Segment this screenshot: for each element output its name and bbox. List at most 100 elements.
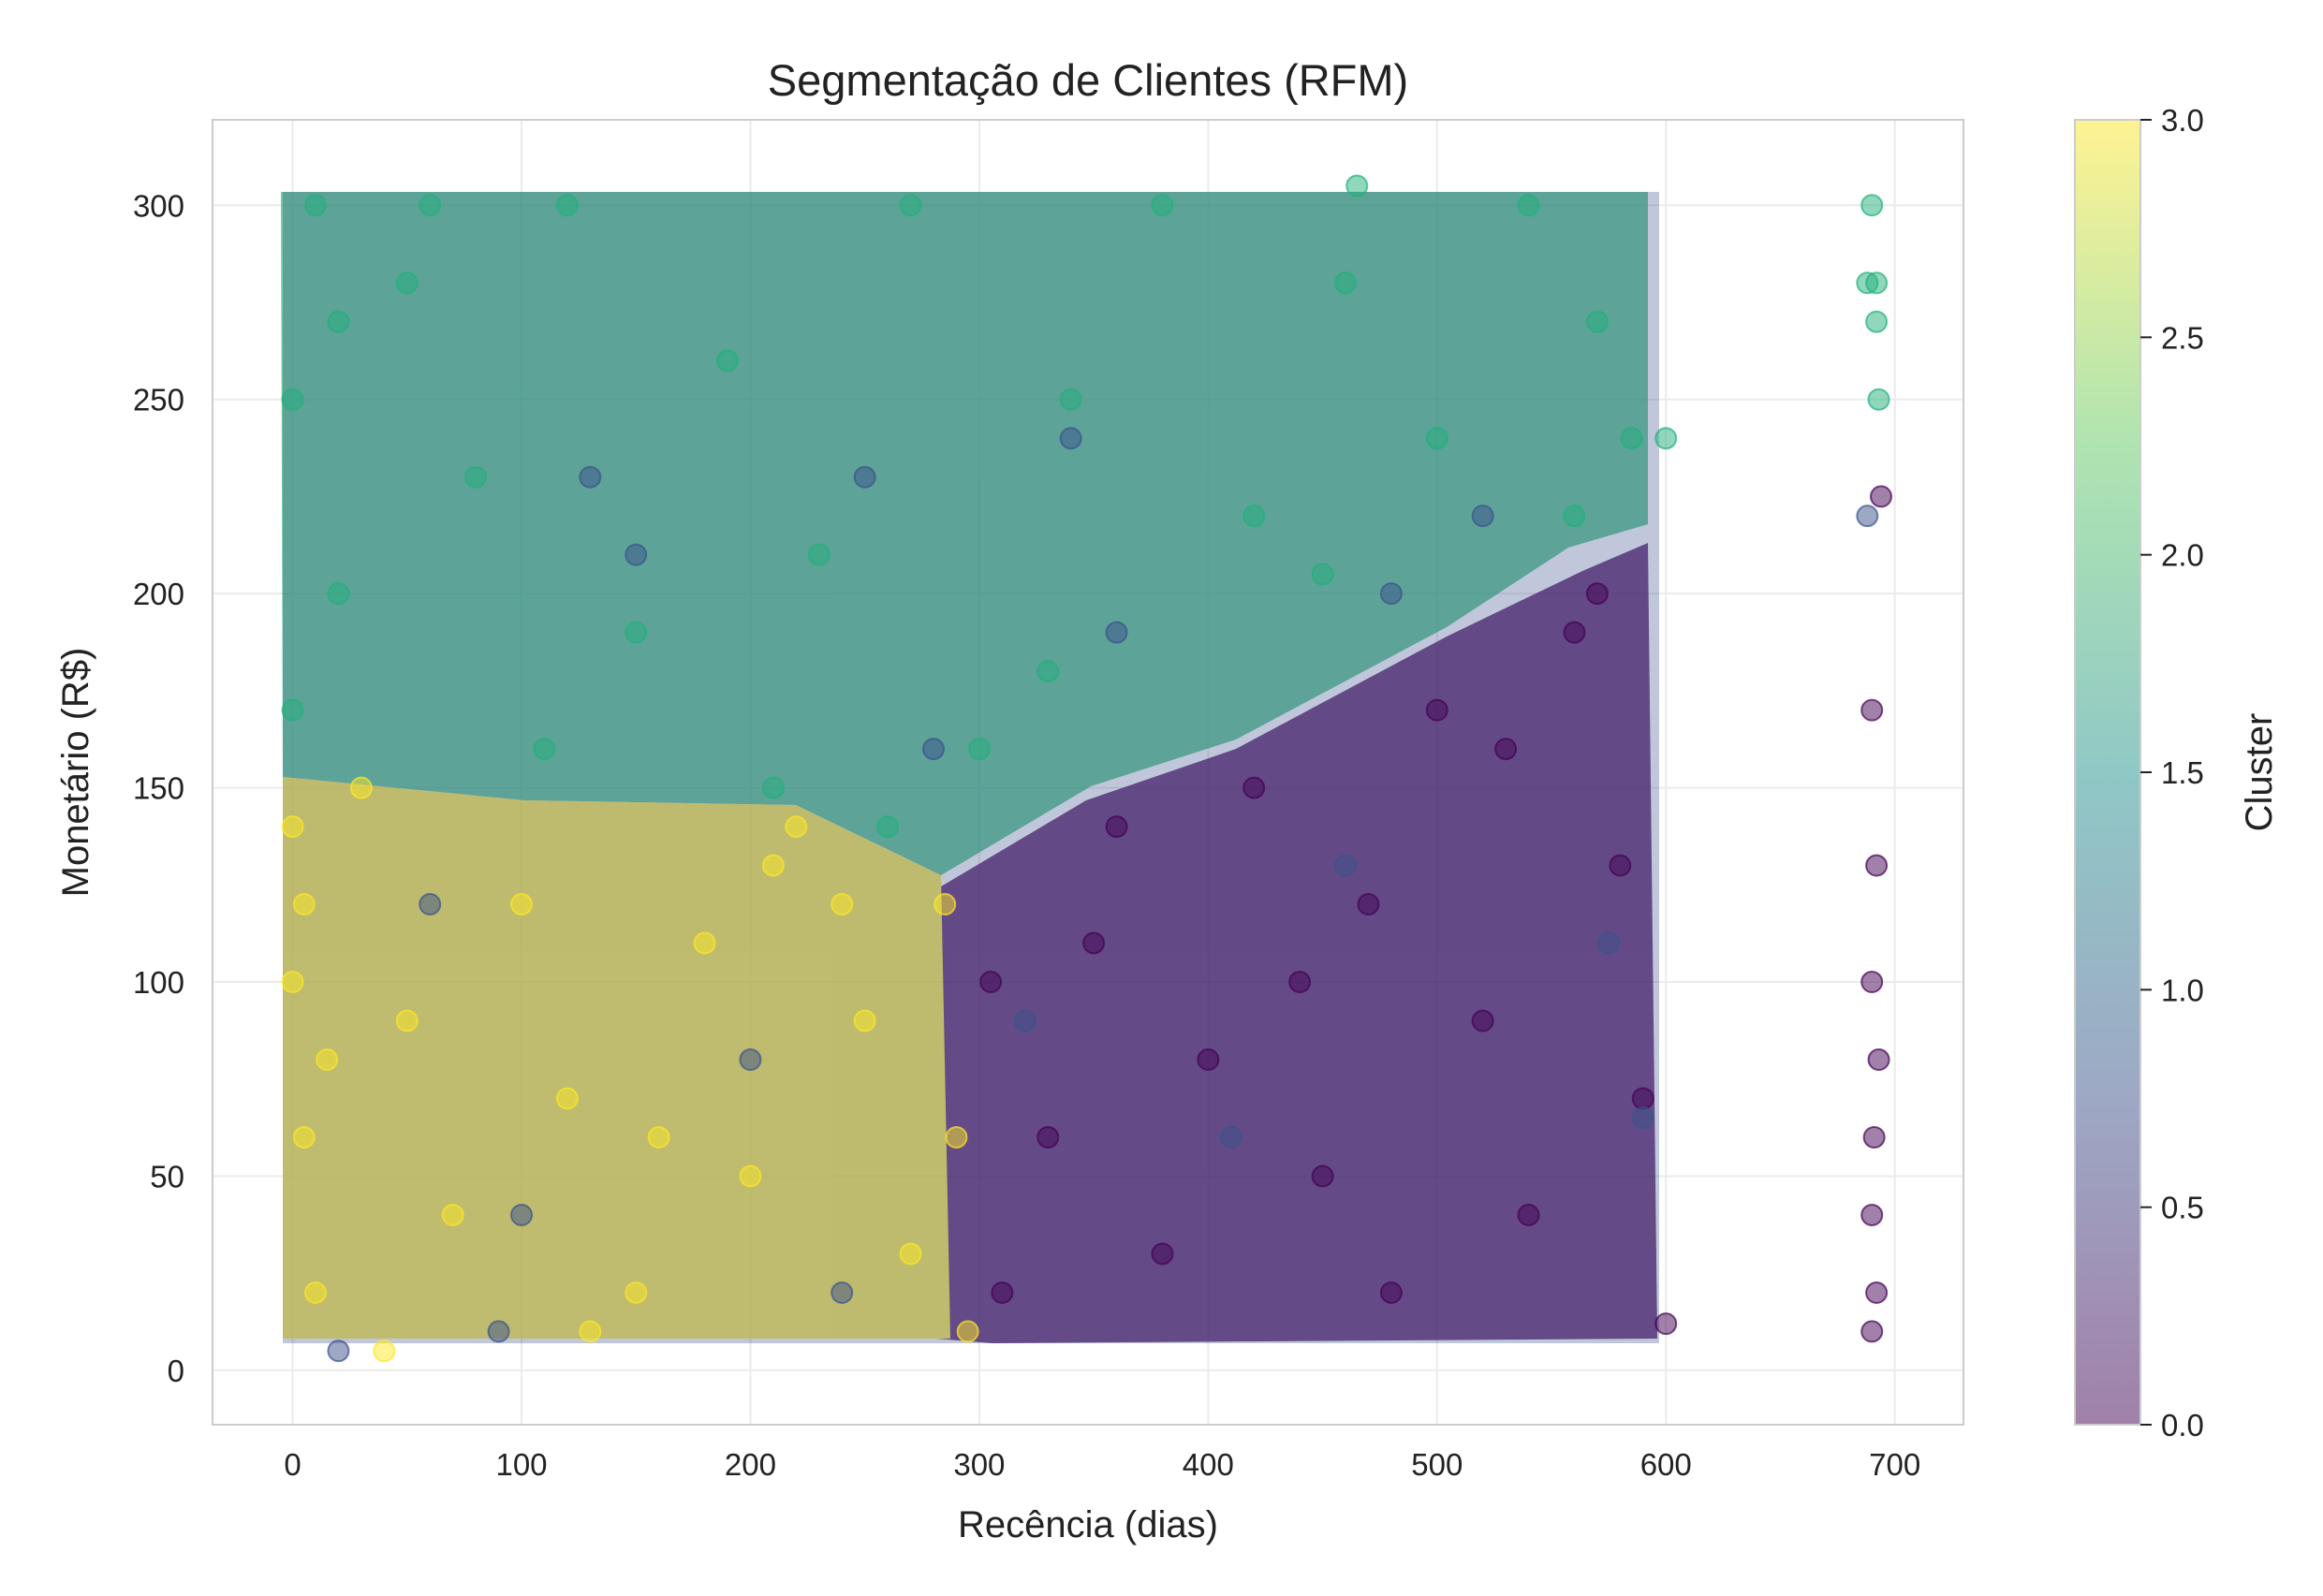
scatter-point-cluster-2 (1517, 194, 1540, 217)
scatter-point-cluster-3 (395, 1009, 419, 1032)
scatter-point-cluster-0 (1563, 621, 1586, 644)
x-tick-label: 0 (284, 1447, 301, 1482)
scatter-point-cluster-1 (922, 738, 945, 761)
y-tick-label: 100 (133, 965, 184, 1000)
scatter-point-cluster-2 (327, 582, 350, 606)
scatter-point-cluster-0 (1242, 776, 1266, 799)
scatter-point-cluster-1 (1334, 854, 1357, 877)
scatter-point-cluster-2 (1334, 271, 1357, 295)
scatter-point-cluster-3 (304, 1281, 327, 1304)
scatter-point-cluster-3 (292, 1125, 316, 1149)
colorbar-tick-label: 1.0 (2161, 973, 2204, 1007)
scatter-point-cluster-0 (1151, 1242, 1174, 1266)
scatter-point-cluster-3 (579, 1320, 602, 1343)
scatter-point-cluster-3 (693, 931, 716, 955)
scatter-point-cluster-0 (1654, 1312, 1678, 1336)
cluster-region-3 (283, 777, 950, 1339)
scatter-point-cluster-0 (979, 971, 1003, 994)
scatter-point-cluster-2 (876, 815, 900, 839)
scatter-point-cluster-1 (1105, 621, 1128, 644)
scatter-point-cluster-1 (1013, 1009, 1037, 1032)
scatter-point-cluster-2 (1425, 427, 1448, 450)
scatter-point-cluster-2 (1563, 505, 1586, 528)
scatter-point-cluster-2 (1585, 310, 1609, 333)
scatter-point-cluster-2 (1311, 563, 1334, 586)
scatter-point-cluster-2 (555, 194, 579, 217)
colorbar-tick-label: 3.0 (2161, 103, 2204, 138)
scatter-point-cluster-1 (739, 1048, 762, 1072)
x-axis-label: Recência (dias) (958, 1504, 1218, 1545)
scatter-point-cluster-3 (899, 1242, 922, 1266)
x-tick-label: 400 (1183, 1447, 1234, 1482)
y-axis-ticks: 0 50 100 150 200 250 300 (133, 188, 184, 1388)
scatter-point-cluster-2 (395, 271, 419, 295)
x-tick-label: 300 (953, 1447, 1005, 1482)
scatter-point-cluster-3 (292, 893, 316, 916)
scatter-point-cluster-2 (304, 194, 327, 217)
scatter-point-cluster-1 (831, 1281, 854, 1304)
scatter-point-cluster-3 (281, 815, 304, 839)
scatter-point-cluster-3 (956, 1320, 979, 1343)
plot-frame (212, 119, 1964, 1426)
scatter-point-cluster-0 (1425, 698, 1448, 722)
scatter-point-cluster-3 (316, 1048, 339, 1072)
scatter-point-cluster-0 (1865, 1281, 1889, 1304)
x-tick-label: 600 (1640, 1447, 1692, 1482)
scatter-point-cluster-0 (1870, 485, 1892, 508)
scatter-point-cluster-3 (647, 1125, 670, 1149)
scatter-point-cluster-0 (1082, 931, 1106, 955)
scatter-point-cluster-0 (1494, 738, 1518, 761)
scatter-point-cluster-1 (1219, 1125, 1242, 1149)
colorbar-tick-label: 0.0 (2161, 1408, 2204, 1442)
scatter-point-cluster-2 (1856, 271, 1879, 295)
scatter-point-cluster-2 (1654, 427, 1678, 450)
scatter-point-cluster-1 (327, 1340, 350, 1363)
scatter-point-cluster-3 (853, 1009, 876, 1032)
scatter-point-cluster-1 (1856, 505, 1879, 528)
colorbar-ticks: 0.0 0.5 1.0 1.5 2.0 2.5 3.0 (2140, 103, 2204, 1442)
scatter-point-cluster-0 (1197, 1048, 1220, 1072)
scatter-point-cluster-3 (761, 854, 785, 877)
colorbar-tick-label: 1.5 (2161, 755, 2204, 790)
scatter-point-cluster-3 (441, 1203, 464, 1226)
scatter-point-cluster-0 (1860, 1203, 1884, 1226)
colorbar-tick-label: 2.5 (2161, 320, 2204, 355)
scatter-point-cluster-0 (1311, 1164, 1334, 1188)
scatter-point-cluster-2 (967, 738, 991, 761)
scatter-point-cluster-2 (1620, 427, 1643, 450)
scatter-point-cluster-2 (1151, 194, 1174, 217)
scatter-point-cluster-2 (1860, 194, 1884, 217)
scatter-point-cluster-2 (1867, 388, 1890, 411)
scatter-point-cluster-2 (1865, 310, 1889, 333)
x-tick-label: 200 (725, 1447, 776, 1482)
scatter-point-cluster-2 (1059, 388, 1082, 411)
colorbar-tick-label: 2.0 (2161, 538, 2204, 573)
scatter-point-cluster-0 (1037, 1125, 1060, 1149)
scatter-point-cluster-1 (1597, 931, 1621, 955)
y-axis-label: Monetário (R$) (55, 648, 96, 898)
scatter-point-cluster-0 (1631, 1087, 1654, 1110)
scatter-point-cluster-1 (1631, 1106, 1654, 1130)
scatter-point-cluster-1 (1379, 582, 1403, 606)
cluster-region-1-tint (283, 192, 1659, 1343)
chart-title: Segmentação de Clientes (RFM) (768, 55, 1408, 105)
scatter-point-cluster-2 (281, 698, 304, 722)
colorbar-tick-label: 0.5 (2161, 1191, 2204, 1225)
scatter-points (281, 174, 1892, 1363)
scatter-point-cluster-2 (625, 621, 648, 644)
cluster-region-0 (936, 543, 1657, 1343)
scatter-point-cluster-0 (1379, 1281, 1403, 1304)
scatter-point-cluster-0 (1860, 971, 1884, 994)
scatter-point-cluster-3 (739, 1164, 762, 1188)
scatter-point-cluster-3 (934, 893, 957, 916)
scatter-point-cluster-2 (419, 194, 442, 217)
scatter-point-cluster-0 (1357, 893, 1380, 916)
colorbar-label: Cluster (2239, 713, 2280, 832)
scatter-point-cluster-1 (1471, 505, 1494, 528)
scatter-point-cluster-3 (373, 1340, 396, 1363)
scatter-point-cluster-3 (945, 1125, 968, 1149)
scatter-point-cluster-2 (1345, 174, 1369, 198)
x-tick-label: 100 (495, 1447, 547, 1482)
scatter-point-cluster-0 (1609, 854, 1632, 877)
scatter-point-cluster-1 (625, 543, 648, 566)
